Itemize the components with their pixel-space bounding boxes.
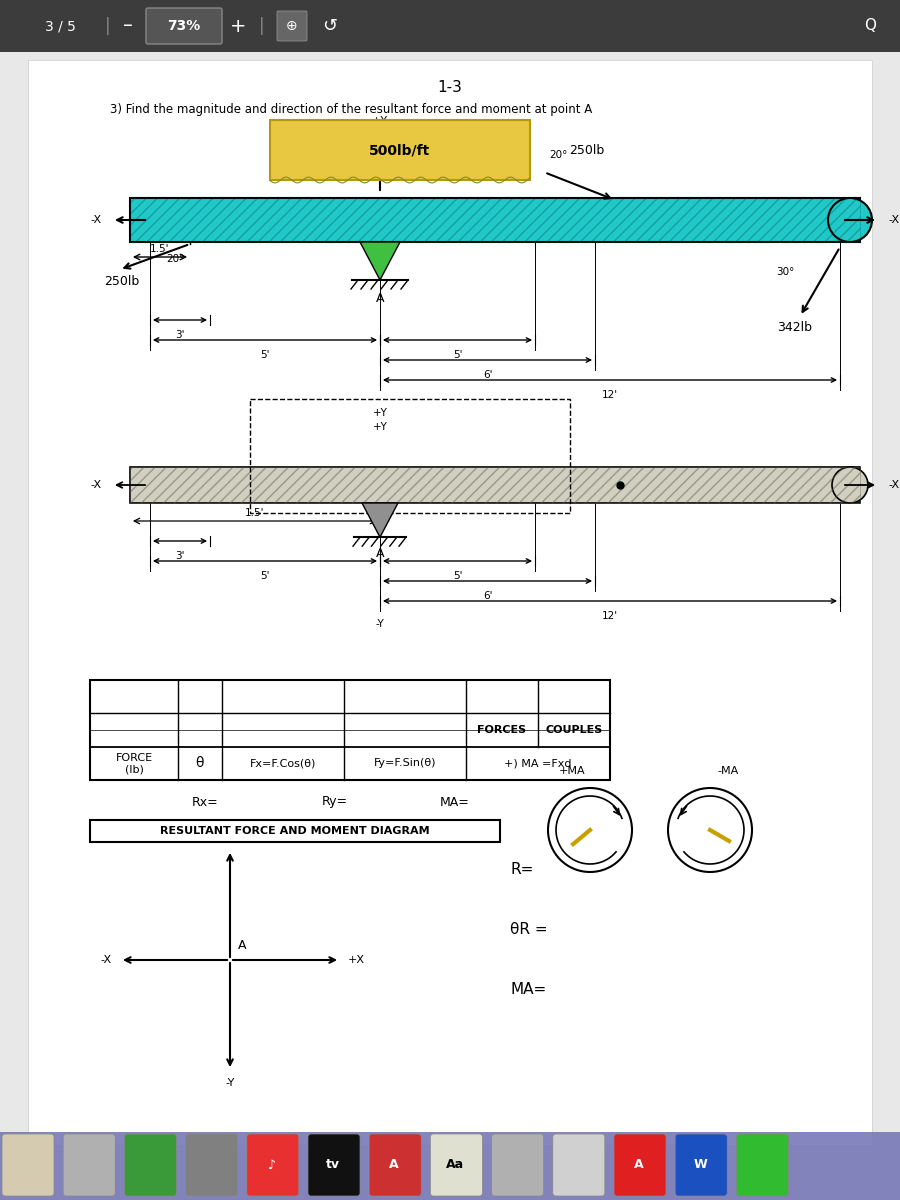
FancyBboxPatch shape: [736, 1134, 788, 1196]
Text: 3) Find the magnitude and direction of the resultant force and moment at point A: 3) Find the magnitude and direction of t…: [110, 103, 592, 116]
Text: -Y: -Y: [375, 619, 384, 629]
Text: FORCES: FORCES: [477, 725, 526, 734]
Bar: [130, 198, 860, 242]
Bar: [270, 120, 530, 180]
Text: +X: +X: [348, 955, 365, 965]
Text: 5': 5': [453, 571, 463, 581]
Text: -X: -X: [888, 215, 899, 226]
Text: 5': 5': [260, 571, 270, 581]
Text: ⊕: ⊕: [286, 19, 298, 32]
FancyBboxPatch shape: [146, 8, 222, 44]
FancyBboxPatch shape: [277, 11, 307, 41]
Text: MA=: MA=: [510, 983, 546, 997]
Text: 342lb: 342lb: [778, 322, 813, 335]
Text: tv: tv: [326, 1158, 340, 1171]
FancyBboxPatch shape: [553, 1134, 605, 1196]
Text: 500lb/ft: 500lb/ft: [369, 143, 430, 157]
Text: A: A: [634, 1158, 644, 1171]
Text: Ry=: Ry=: [322, 796, 348, 809]
Text: MA=: MA=: [440, 796, 470, 809]
Bar: [130, 467, 860, 503]
Text: 250lb: 250lb: [104, 275, 140, 288]
Text: -X: -X: [91, 480, 102, 490]
Text: 1.5': 1.5': [245, 508, 265, 518]
Text: 73%: 73%: [167, 19, 201, 32]
Text: -X: -X: [91, 215, 102, 226]
Text: 3': 3': [176, 551, 184, 560]
Text: -X: -X: [101, 955, 112, 965]
Text: FORCE
(lb): FORCE (lb): [115, 752, 153, 774]
Text: +MA: +MA: [559, 766, 585, 776]
Text: –: –: [123, 17, 133, 36]
FancyBboxPatch shape: [675, 1134, 727, 1196]
Circle shape: [832, 467, 868, 503]
Circle shape: [828, 198, 872, 242]
Text: Rx=: Rx=: [192, 796, 219, 809]
Bar: [90, 820, 500, 842]
Text: 1-3: 1-3: [437, 80, 463, 96]
Circle shape: [548, 788, 632, 872]
Text: Aa: Aa: [446, 1158, 464, 1171]
Text: COUPLES: COUPLES: [545, 725, 603, 734]
Bar: [0, 0, 900, 52]
Text: Fx=F.Cos(θ): Fx=F.Cos(θ): [250, 758, 316, 768]
Bar: [0, 1132, 900, 1200]
FancyBboxPatch shape: [614, 1134, 666, 1196]
Text: |: |: [105, 17, 111, 35]
Text: +Y: +Y: [373, 422, 387, 432]
Text: +Y: +Y: [373, 408, 387, 418]
Text: RESULTANT FORCE AND MOMENT DIAGRAM: RESULTANT FORCE AND MOMENT DIAGRAM: [160, 826, 430, 836]
Polygon shape: [362, 503, 398, 538]
FancyBboxPatch shape: [63, 1134, 115, 1196]
Text: 20°: 20°: [550, 150, 568, 161]
Text: θ: θ: [196, 756, 204, 770]
Text: -Y: -Y: [225, 1078, 235, 1088]
Text: A: A: [238, 938, 247, 952]
Polygon shape: [360, 242, 400, 280]
Text: 3 / 5: 3 / 5: [45, 19, 76, 32]
Text: W: W: [693, 1158, 707, 1171]
FancyBboxPatch shape: [185, 1134, 238, 1196]
Text: 1.5': 1.5': [150, 244, 170, 254]
Text: 20°: 20°: [166, 254, 185, 264]
Text: Q: Q: [864, 18, 876, 34]
Text: 30°: 30°: [777, 266, 795, 277]
Text: 12': 12': [602, 611, 618, 622]
Text: -X: -X: [888, 480, 899, 490]
Text: Fy=F.Sin(θ): Fy=F.Sin(θ): [374, 758, 436, 768]
Text: 5': 5': [453, 350, 463, 360]
Text: A: A: [376, 547, 384, 560]
Bar: [130, 198, 860, 242]
Text: 12': 12': [602, 390, 618, 400]
Text: ♪: ♪: [268, 1158, 275, 1171]
Text: 6': 6': [482, 370, 492, 380]
FancyBboxPatch shape: [430, 1134, 482, 1196]
Bar: [90, 680, 610, 780]
Text: R=: R=: [510, 863, 534, 877]
Text: A: A: [390, 1158, 399, 1171]
Text: 250lb: 250lb: [570, 144, 605, 157]
Text: -MA: -MA: [717, 766, 739, 776]
Text: θR =: θR =: [510, 923, 547, 937]
Text: 3': 3': [176, 330, 184, 340]
Circle shape: [668, 788, 752, 872]
Bar: [130, 467, 860, 503]
Text: 5': 5': [260, 350, 270, 360]
FancyBboxPatch shape: [247, 1134, 299, 1196]
Bar: [250, 398, 570, 514]
Text: 6': 6': [482, 590, 492, 601]
FancyBboxPatch shape: [308, 1134, 360, 1196]
Text: +) MA =Fxd: +) MA =Fxd: [504, 758, 572, 768]
FancyBboxPatch shape: [491, 1134, 544, 1196]
Text: A: A: [376, 292, 384, 305]
FancyBboxPatch shape: [2, 1134, 54, 1196]
Text: +Y: +Y: [222, 832, 239, 842]
Text: +Y: +Y: [372, 116, 388, 126]
Text: |: |: [259, 17, 265, 35]
Text: +: +: [230, 17, 247, 36]
Text: ↺: ↺: [322, 17, 338, 35]
FancyBboxPatch shape: [369, 1134, 421, 1196]
FancyBboxPatch shape: [124, 1134, 176, 1196]
